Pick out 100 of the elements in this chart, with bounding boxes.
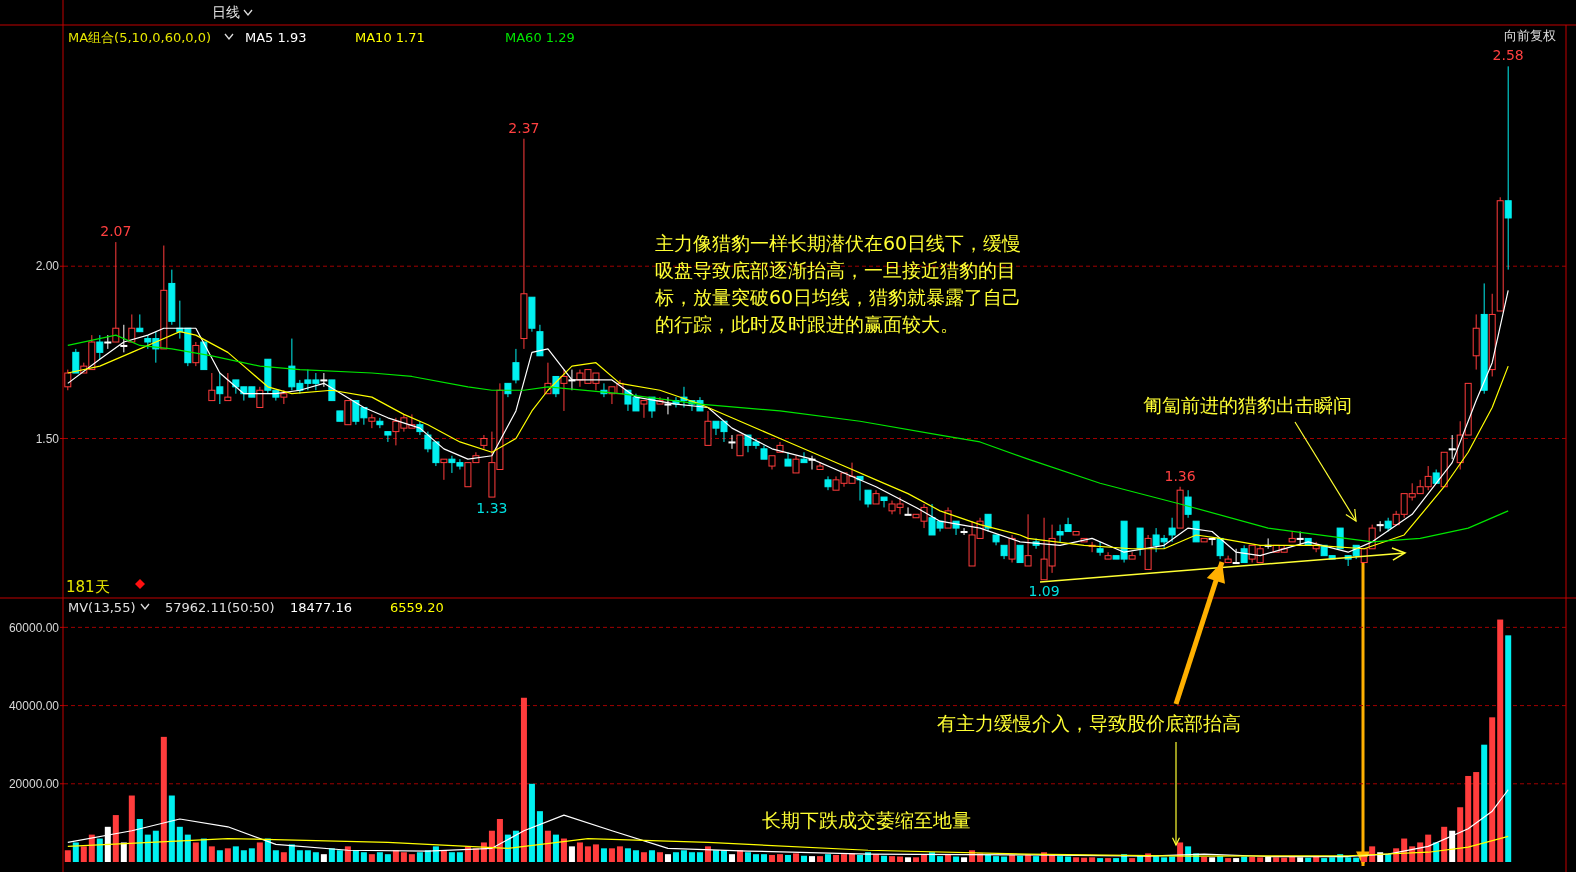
- bar: [1249, 856, 1256, 862]
- annotation: 2.07: [100, 223, 132, 240]
- bar: [288, 844, 295, 862]
- bar: [208, 846, 215, 862]
- bar: [961, 857, 968, 862]
- candlestick: [560, 369, 568, 412]
- bar: [512, 830, 519, 862]
- bar: [608, 848, 615, 862]
- bar: [1113, 858, 1120, 862]
- bar: [136, 818, 143, 862]
- candlestick: [1296, 531, 1304, 546]
- y-tick-label: 1.50: [35, 431, 60, 446]
- bar: [1257, 857, 1264, 862]
- candlestick: [224, 372, 232, 402]
- bar: [744, 852, 751, 862]
- bar: [160, 736, 167, 862]
- bar: [96, 838, 103, 862]
- bar: [672, 852, 679, 862]
- bar: [1081, 857, 1088, 862]
- bar: [176, 826, 183, 862]
- candlestick: [904, 506, 912, 516]
- candlestick: [96, 334, 104, 360]
- bar: [1225, 858, 1232, 862]
- bar: [304, 850, 311, 862]
- bar: [1345, 857, 1352, 862]
- bar: [1201, 856, 1208, 862]
- bar: [344, 846, 351, 862]
- bar: [584, 846, 591, 862]
- bar: [656, 852, 663, 862]
- bar: [993, 856, 1000, 862]
- candlestick: [1136, 527, 1144, 557]
- bar: [384, 854, 391, 862]
- candlestick: [368, 413, 376, 429]
- bar: [1497, 619, 1504, 862]
- annotation: 181天: [66, 578, 110, 596]
- bar: [736, 850, 743, 862]
- bar: [728, 854, 735, 862]
- candlestick: [440, 458, 448, 481]
- candlestick: [1376, 520, 1384, 533]
- candlestick: [736, 434, 744, 457]
- bar: [632, 850, 639, 862]
- annotation: 1.09: [1028, 582, 1060, 599]
- candlestick: [1504, 65, 1512, 271]
- candlestick: [880, 496, 888, 508]
- bar: [937, 856, 944, 862]
- bar: [1313, 856, 1320, 862]
- candlestick: [64, 369, 72, 391]
- bar: [1353, 857, 1360, 862]
- bar: [120, 842, 127, 862]
- candlestick: [384, 431, 392, 443]
- bar: [985, 854, 992, 862]
- bar: [1073, 857, 1080, 862]
- bar: [905, 857, 912, 862]
- bar: [664, 854, 671, 862]
- bar: [392, 850, 399, 862]
- bar: [456, 852, 463, 862]
- candlestick: [728, 434, 736, 450]
- bar: [760, 854, 767, 862]
- bar: [1481, 744, 1488, 862]
- candlestick: [1448, 434, 1456, 460]
- annotation: 匍匐前进的猎豹出击瞬间: [1143, 394, 1352, 416]
- bar: [568, 846, 575, 862]
- bar: [296, 850, 303, 862]
- bar: [168, 795, 175, 862]
- bar: [704, 846, 711, 862]
- bar: [312, 852, 319, 862]
- candlestick: [216, 372, 224, 405]
- bar: [809, 856, 816, 862]
- bar: [1329, 857, 1336, 862]
- bar: [544, 830, 551, 862]
- text: MA5 1.93: [245, 30, 307, 45]
- bar: [560, 838, 567, 862]
- bar: [152, 830, 159, 862]
- bar: [696, 852, 703, 862]
- bar: [945, 854, 952, 862]
- chart-title: 日线: [212, 4, 240, 20]
- candlestick: [112, 241, 120, 343]
- bar: [1465, 775, 1472, 862]
- bar: [232, 846, 239, 862]
- candlestick: [376, 417, 384, 429]
- bar: [1457, 807, 1464, 862]
- bar: [200, 838, 207, 862]
- bar: [857, 854, 864, 862]
- bar: [1017, 855, 1024, 862]
- bar: [416, 852, 423, 862]
- bar: [256, 842, 263, 862]
- bar: [785, 854, 791, 862]
- annotation: 向前复权: [1504, 28, 1556, 43]
- line-series: [67, 835, 1509, 857]
- bar: [1033, 856, 1040, 862]
- bar: [520, 697, 527, 862]
- bar: [352, 850, 359, 862]
- y-tick-label: 20000.00: [8, 776, 60, 791]
- annotation: 2.58: [1492, 47, 1524, 64]
- bar: [1441, 826, 1448, 862]
- bar: [825, 854, 832, 862]
- y-tick-label: 2.00: [35, 259, 60, 274]
- bar: [841, 854, 848, 862]
- bar: [400, 852, 407, 862]
- bar: [921, 854, 928, 862]
